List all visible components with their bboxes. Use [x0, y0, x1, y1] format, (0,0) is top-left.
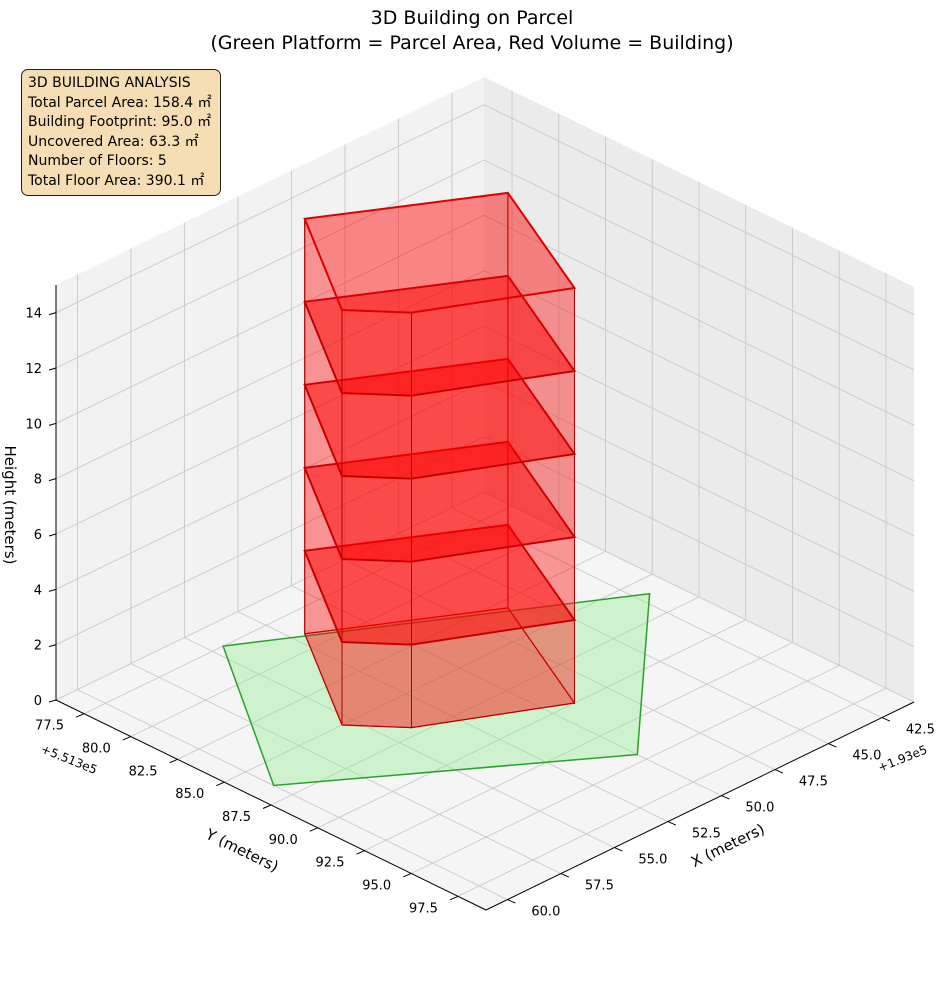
- z-tick-label: 4: [34, 583, 42, 598]
- info-line: Total Floor Area: 390.1 ㎡: [28, 172, 205, 189]
- x-tick: [881, 717, 891, 722]
- y-tick-label: 97.5: [409, 901, 438, 916]
- info-line: Number of Floors: 5: [28, 153, 167, 169]
- grid-line: [483, 380, 915, 592]
- y-tick-label: 82.5: [129, 764, 158, 779]
- z-tick-label: 0: [34, 694, 42, 709]
- x-tick: [774, 769, 784, 774]
- y-tick-label: 95.0: [362, 878, 391, 893]
- info-heading: 3D BUILDING ANALYSIS: [28, 75, 191, 91]
- grid-line: [55, 159, 485, 369]
- grid-line: [55, 214, 485, 424]
- info-line: Building Footprint: 95.0 ㎡: [28, 114, 212, 130]
- z-tick-label: 6: [34, 528, 42, 543]
- x-tick-label: 52.5: [692, 827, 721, 842]
- chart-subtitle: (Green Platform = Parcel Area, Red Volum…: [210, 32, 734, 54]
- grid-line: [83, 505, 513, 715]
- y-tick: [309, 827, 318, 832]
- z-tick-label: 10: [25, 417, 42, 432]
- x-tick: [721, 795, 730, 800]
- grid-line: [317, 619, 746, 829]
- floor-wall: [341, 475, 412, 563]
- grid-line: [55, 436, 485, 646]
- x-tick-label: 55.0: [638, 853, 667, 868]
- x-tick-label: 60.0: [531, 905, 560, 920]
- floor-wall: [341, 392, 412, 480]
- z-tick-label: 12: [25, 362, 42, 377]
- y-tick-label: 85.0: [175, 787, 204, 802]
- z-axis-label: Height (meters): [1, 446, 19, 565]
- x-tick-label: 45.0: [852, 749, 881, 764]
- pane-left: [56, 77, 484, 700]
- grid-line: [55, 325, 485, 535]
- grid-line: [483, 491, 915, 703]
- y-tick: [262, 804, 272, 809]
- info-line: Total Parcel Area: 158.4 ㎡: [28, 94, 212, 111]
- z-tick-label: 8: [34, 473, 42, 488]
- grid-line: [55, 270, 485, 480]
- z-tick: [48, 588, 57, 592]
- chart-title: 3D Building on Parcel: [370, 7, 574, 29]
- x-tick: [507, 899, 516, 904]
- y-tick-label: 80.0: [82, 742, 111, 757]
- grid-line: [483, 325, 915, 537]
- grid-line: [411, 665, 840, 874]
- grid-line: [130, 528, 559, 737]
- z-tick-label: 14: [25, 307, 42, 322]
- parcel-platform: [222, 592, 651, 787]
- y-tick: [356, 850, 365, 855]
- y-tick-label: 90.0: [269, 833, 298, 848]
- grid-line: [55, 380, 485, 590]
- y-tick: [169, 758, 178, 764]
- floor-wall: [341, 641, 412, 729]
- grid-line: [457, 687, 887, 897]
- grid-line: [55, 491, 485, 701]
- info-line: Uncovered Area: 63.3 ㎡: [28, 133, 199, 150]
- grid-line: [483, 159, 915, 371]
- z-tick: [48, 312, 57, 316]
- y-tick-label: 92.5: [316, 856, 345, 871]
- grid-line: [177, 550, 606, 760]
- x-tick-label: 42.5: [906, 723, 935, 738]
- floor-wall: [341, 309, 412, 397]
- x-tick-label: 57.5: [585, 879, 614, 894]
- info-box: 3D BUILDING ANALYSIS Total Parcel Area: …: [21, 69, 221, 196]
- z-tick: [48, 367, 57, 371]
- z-tick: [48, 422, 57, 426]
- y-tick-label: 77.5: [35, 719, 64, 734]
- grid-line: [270, 596, 700, 806]
- x-tick: [667, 821, 677, 826]
- grid-line: [483, 270, 915, 482]
- y-tick: [216, 781, 225, 787]
- grid-line: [483, 436, 915, 648]
- x-offset-label: +1.93e5: [876, 742, 929, 774]
- y-tick: [403, 873, 412, 878]
- y-tick: [75, 713, 85, 718]
- x-tick: [828, 743, 837, 748]
- x-tick: [614, 847, 623, 852]
- x-tick-label: 47.5: [799, 775, 828, 790]
- y-tick: [449, 895, 459, 901]
- y-tick-label: 87.5: [222, 810, 251, 825]
- x-axis-line: [485, 701, 915, 911]
- floor-top: [303, 191, 577, 314]
- z-tick: [48, 699, 57, 703]
- grid-line: [483, 214, 915, 426]
- floor-wall: [341, 558, 412, 646]
- z-tick-label: 2: [34, 639, 42, 654]
- grid-line: [483, 104, 915, 316]
- grid-line: [224, 573, 653, 783]
- z-tick: [48, 644, 57, 648]
- z-tick: [48, 478, 57, 482]
- grid-line: [364, 642, 793, 852]
- grid-line: [55, 104, 485, 314]
- x-tick-label: 50.0: [745, 801, 774, 816]
- x-tick: [560, 873, 570, 878]
- y-tick: [122, 736, 131, 741]
- z-tick: [48, 533, 57, 537]
